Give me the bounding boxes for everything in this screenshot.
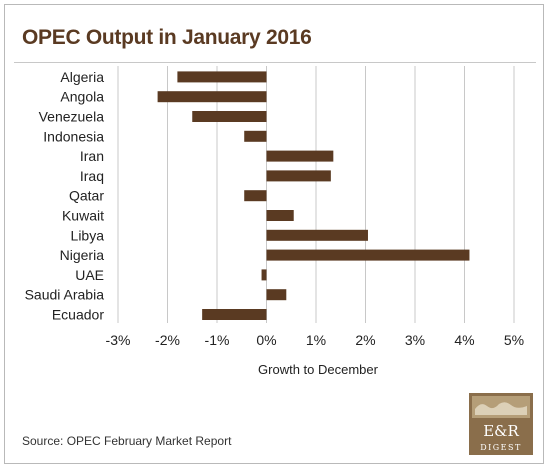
- x-tick-label: -3%: [106, 332, 131, 348]
- bar-indonesia: [244, 130, 267, 142]
- svg-text:E&R: E&R: [483, 422, 519, 440]
- category-labels: Algeria Angola Venezuela Indonesia Iran Iraq Q…: [25, 69, 105, 323]
- category-label: Indonesia: [43, 128, 104, 144]
- bars: [157, 71, 470, 320]
- bar-saudi-arabia: [266, 289, 287, 301]
- category-label: Libya: [71, 227, 105, 243]
- chart-title: OPEC Output in January 2016: [22, 26, 312, 49]
- category-label: Iraq: [80, 168, 104, 184]
- grid-lines: [117, 66, 515, 323]
- x-tick-label: 2%: [355, 332, 375, 348]
- category-label: Venezuela: [39, 109, 105, 125]
- category-label: Iran: [80, 148, 104, 164]
- x-axis-label: Growth to December: [258, 362, 379, 377]
- category-label: Qatar: [69, 188, 104, 204]
- title-divider: [14, 62, 536, 63]
- bar-libya: [266, 229, 368, 241]
- x-tick-label: 4%: [454, 332, 474, 348]
- bar-uae: [261, 269, 267, 281]
- x-tick-label: -1%: [205, 332, 230, 348]
- bar-qatar: [244, 190, 267, 202]
- x-tick-label: 0%: [256, 332, 276, 348]
- category-label: Ecuador: [52, 307, 104, 323]
- bar-angola: [157, 91, 267, 103]
- er-digest-logo: E&R DIGEST: [469, 393, 533, 455]
- x-tick-label: 5%: [504, 332, 524, 348]
- bar-nigeria: [266, 249, 470, 261]
- category-label: Kuwait: [62, 208, 104, 224]
- category-label: Algeria: [60, 69, 104, 85]
- svg-text:DIGEST: DIGEST: [480, 443, 522, 452]
- category-label: UAE: [75, 267, 104, 283]
- bar-iraq: [266, 170, 331, 182]
- source-note: Source: OPEC February Market Report: [22, 434, 232, 448]
- x-tick-label: 1%: [306, 332, 326, 348]
- x-tick-label: 3%: [405, 332, 425, 348]
- category-label: Nigeria: [60, 247, 105, 263]
- x-tick-labels: -3% -2% -1% 0% 1% 2% 3% 4% 5%: [106, 332, 525, 348]
- bar-algeria: [177, 71, 267, 83]
- category-label: Saudi Arabia: [25, 287, 105, 303]
- category-label: Angola: [60, 89, 104, 105]
- bar-kuwait: [266, 210, 294, 221]
- bar-ecuador: [202, 309, 267, 320]
- x-tick-label: -2%: [155, 332, 180, 348]
- bar-venezuela: [192, 111, 267, 122]
- bar-iran: [266, 150, 334, 162]
